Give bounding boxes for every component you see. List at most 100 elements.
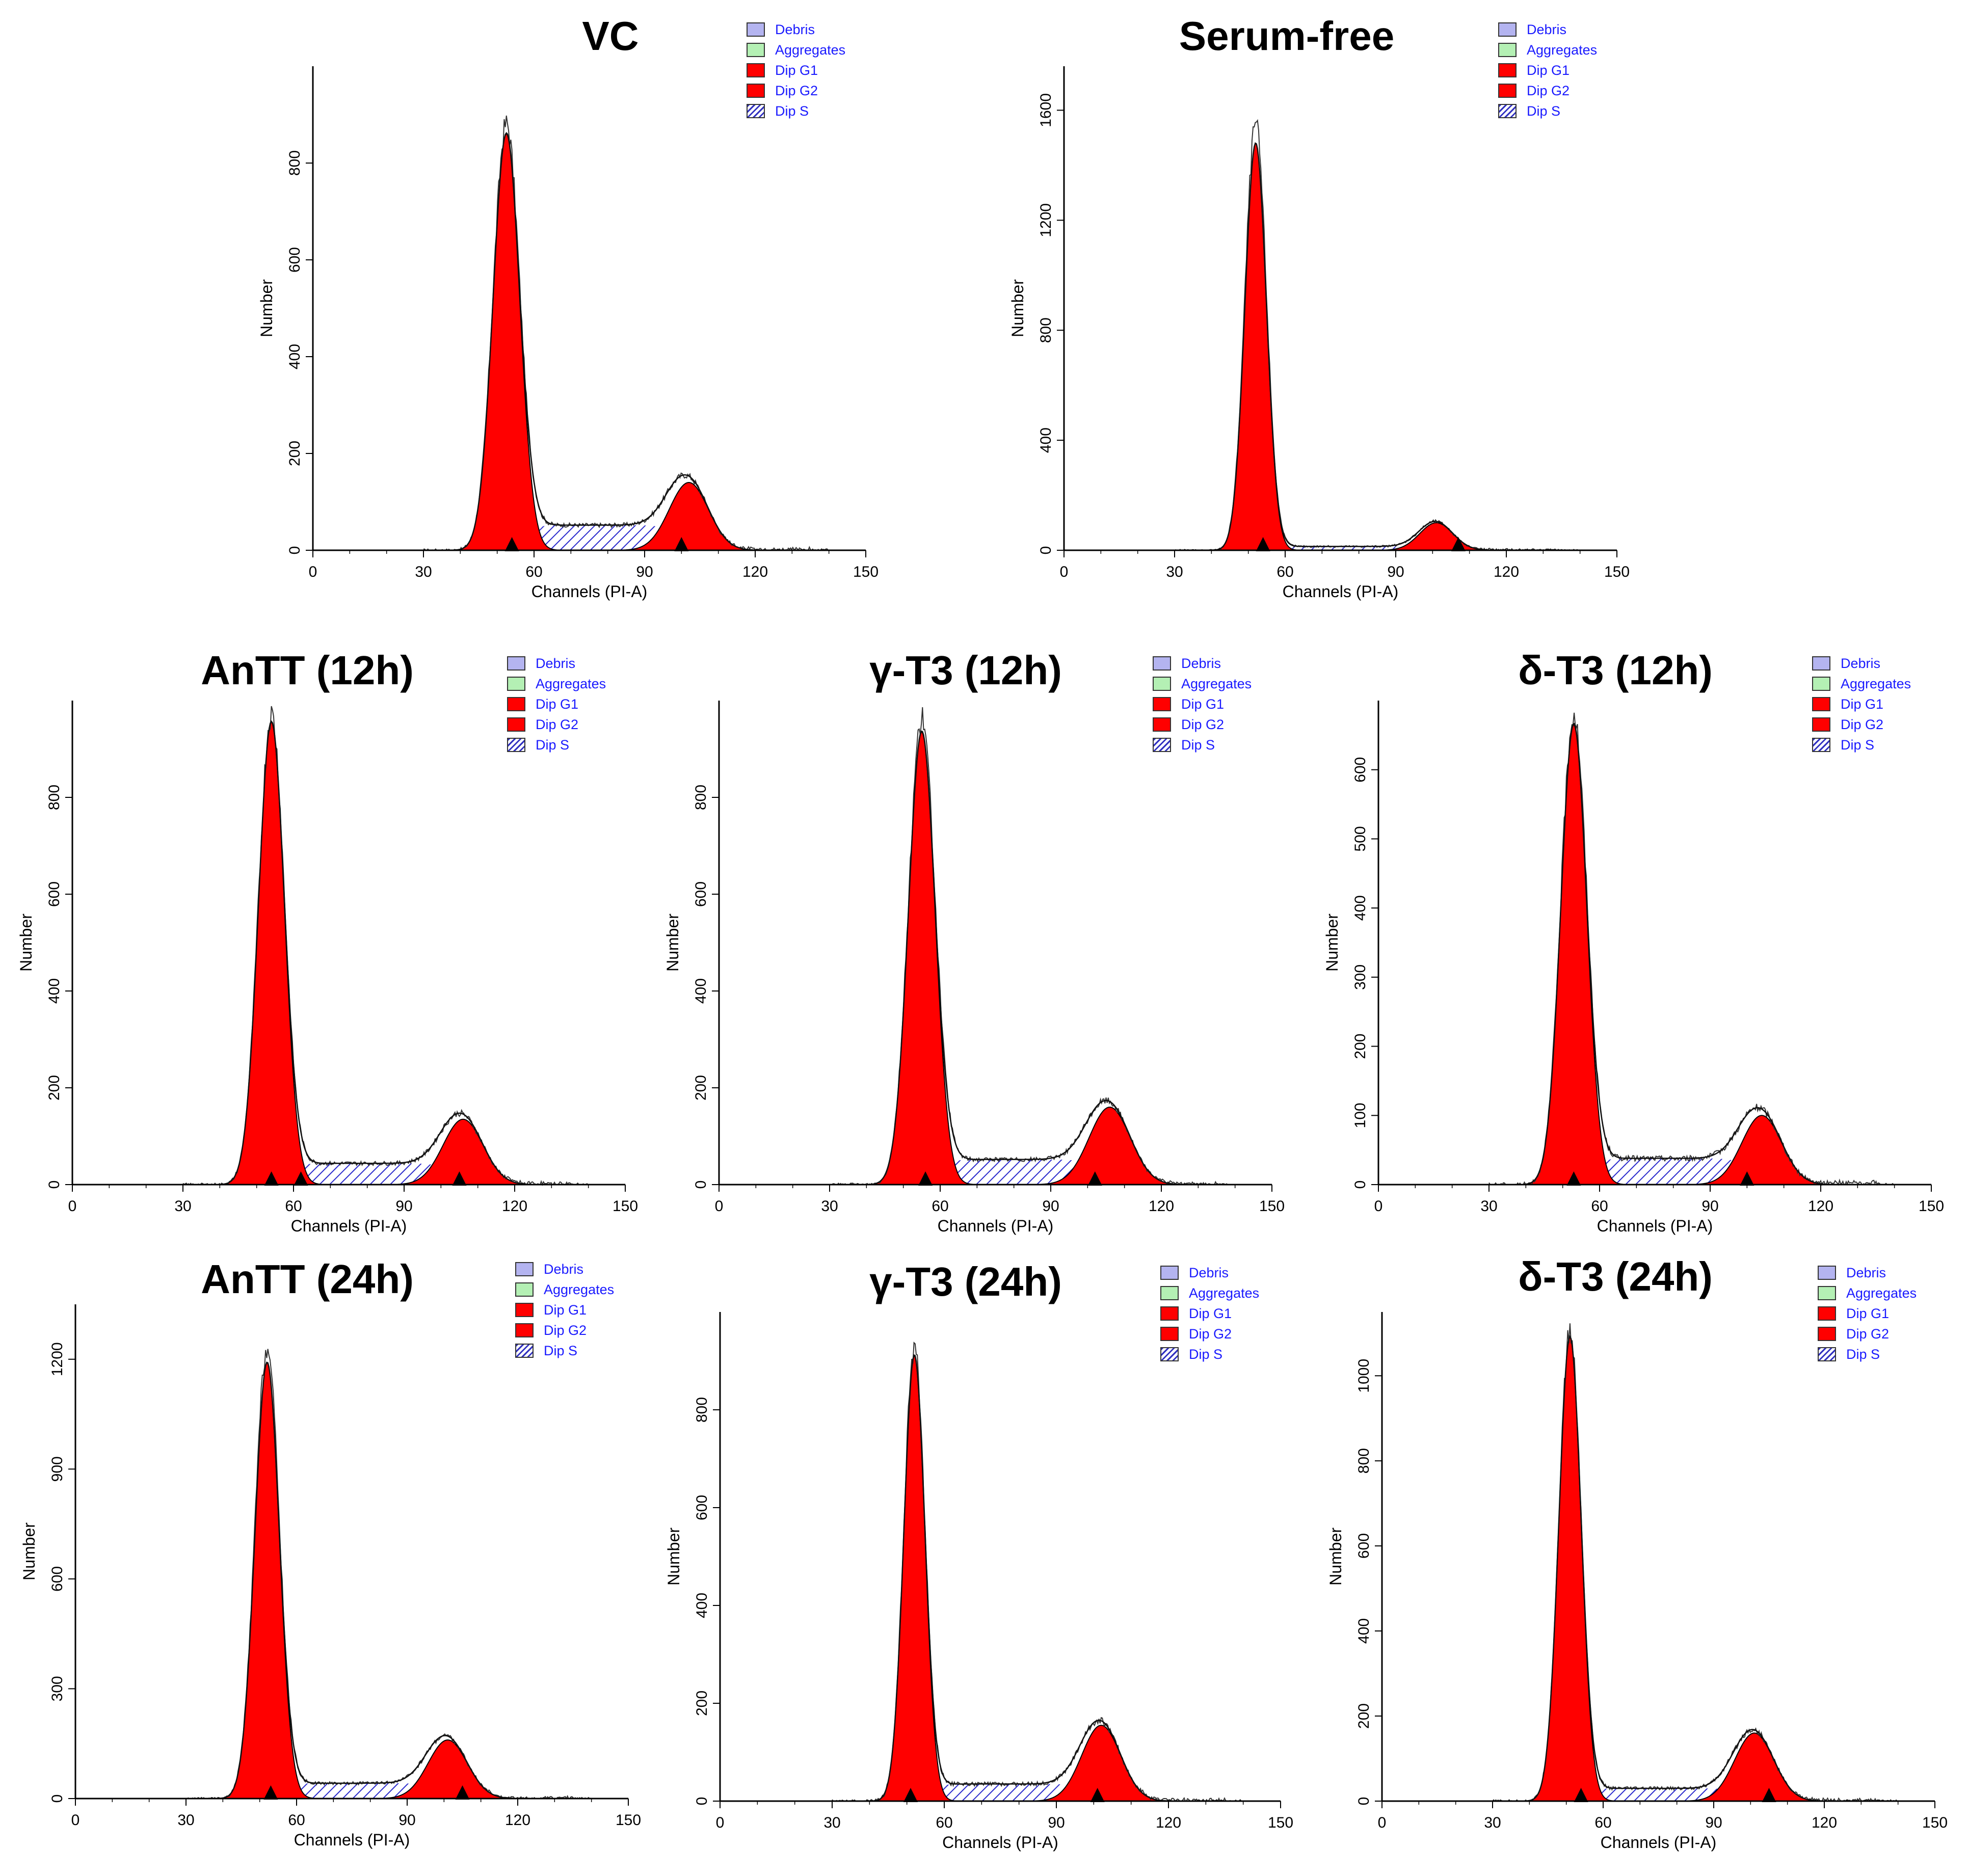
legend-label: Debris xyxy=(1189,1265,1229,1280)
panel-title: γ-T3 (24h) xyxy=(869,1259,1062,1304)
x-tick-label: 0 xyxy=(715,1198,724,1215)
legend-swatch xyxy=(1153,717,1171,732)
y-tick-label: 200 xyxy=(1352,1034,1369,1059)
x-tick-label: 150 xyxy=(1259,1198,1285,1215)
peak-marker xyxy=(674,537,689,551)
y-tick-label: 300 xyxy=(49,1676,66,1701)
legend-swatch xyxy=(1498,63,1517,77)
x-tick-label: 30 xyxy=(1166,564,1183,580)
y-axis-label: Number xyxy=(663,914,682,972)
legend-label: Dip G2 xyxy=(775,83,818,98)
legend-label: Dip S xyxy=(1527,103,1561,119)
y-tick-label: 600 xyxy=(693,881,709,907)
peak-marker xyxy=(1451,537,1466,551)
legend-label: Dip G1 xyxy=(1527,63,1570,78)
histogram-chart: 0 30 60 90 120 150 0 200 400 600 800 Channels (PI-A… xyxy=(664,1312,1293,1852)
y-axis-label: Number xyxy=(20,1522,38,1580)
legend-label: Dip G1 xyxy=(544,1302,587,1318)
y-tick-label: 200 xyxy=(1355,1703,1372,1729)
y-tick-label: 100 xyxy=(1352,1103,1369,1128)
x-tick-label: 150 xyxy=(616,1812,641,1829)
panel-title: γ-T3 (12h) xyxy=(869,648,1062,693)
x-tick-label: 0 xyxy=(68,1198,77,1215)
legend-label: Debris xyxy=(536,656,576,671)
x-tick-label: 90 xyxy=(395,1198,412,1215)
legend-swatch xyxy=(1818,1347,1836,1361)
dip-g1-area xyxy=(1520,1336,1620,1802)
peak-marker xyxy=(918,1171,933,1186)
x-tick-label: 120 xyxy=(1812,1814,1837,1831)
panel-title: AnTT (24h) xyxy=(201,1256,414,1302)
y-tick-label: 0 xyxy=(1352,1181,1369,1189)
y-tick-label: 600 xyxy=(694,1495,710,1520)
x-tick-label: 0 xyxy=(71,1812,80,1829)
x-tick-label: 120 xyxy=(742,564,768,580)
legend-label: Debris xyxy=(544,1262,584,1277)
peak-marker xyxy=(1256,537,1270,551)
legend-swatch xyxy=(1818,1286,1836,1300)
legend-label: Dip G2 xyxy=(1189,1326,1232,1342)
histogram-chart: 0 30 60 90 120 150 0 400 800 1200 1600 Channels (PI… xyxy=(1008,66,1630,601)
dip-g1-area xyxy=(1515,724,1632,1185)
legend-swatch xyxy=(507,697,525,711)
panel-title: δ-T3 (12h) xyxy=(1518,648,1713,693)
x-tick-label: 60 xyxy=(1591,1198,1608,1215)
y-tick-label: 1200 xyxy=(49,1342,66,1376)
raw-data-line xyxy=(182,706,588,1186)
dip-s-area xyxy=(921,1159,1172,1185)
legend-swatch xyxy=(515,1303,534,1317)
x-tick-label: 0 xyxy=(1060,564,1069,580)
legend-label: Dip S xyxy=(536,737,570,753)
y-tick-label: 200 xyxy=(46,1075,63,1101)
x-tick-label: 120 xyxy=(1808,1198,1833,1215)
legend-swatch xyxy=(747,63,765,77)
histogram-chart: 0 30 60 90 120 150 0 200 400 600 800 1000 Channels (… xyxy=(1326,1312,1948,1852)
legend-swatch xyxy=(747,43,765,57)
y-tick-label: 0 xyxy=(286,546,303,555)
y-tick-label: 400 xyxy=(46,978,63,1004)
x-tick-label: 0 xyxy=(716,1814,725,1831)
legend-swatch xyxy=(515,1344,534,1358)
x-axis-label: Channels (PI-A) xyxy=(1601,1833,1717,1852)
legend-swatch xyxy=(1153,677,1171,691)
y-tick-label: 400 xyxy=(1355,1618,1372,1644)
legend-label: Debris xyxy=(1841,656,1881,671)
legend-label: Dip S xyxy=(775,103,809,119)
y-tick-label: 500 xyxy=(1352,826,1369,851)
x-tick-label: 60 xyxy=(932,1198,948,1215)
y-tick-label: 600 xyxy=(49,1566,66,1592)
y-tick-label: 0 xyxy=(694,1797,710,1806)
model-fit-line xyxy=(830,730,1235,1186)
peak-marker xyxy=(1090,1788,1105,1802)
legend-label: Dip G2 xyxy=(1181,717,1225,732)
x-axis-label: Channels (PI-A) xyxy=(938,1217,1054,1235)
y-tick-label: 800 xyxy=(286,150,303,176)
legend-swatch xyxy=(507,717,525,732)
legend-swatch xyxy=(1812,677,1830,691)
legend-label: Dip S xyxy=(1181,737,1215,753)
legend-label: Dip G1 xyxy=(1846,1306,1890,1321)
y-tick-label: 900 xyxy=(49,1456,66,1482)
panel-title: AnTT (12h) xyxy=(201,648,414,693)
legend-label: Dip S xyxy=(544,1343,578,1358)
x-axis-label: Channels (PI-A) xyxy=(1283,582,1399,601)
y-tick-label: 800 xyxy=(46,785,63,810)
y-tick-label: 400 xyxy=(693,978,709,1004)
legend-swatch xyxy=(1153,656,1171,671)
legend-label: Aggregates xyxy=(1181,676,1252,691)
legend-swatch xyxy=(1498,104,1517,118)
peak-marker xyxy=(1762,1788,1776,1802)
x-tick-label: 0 xyxy=(1378,1814,1387,1831)
x-tick-label: 60 xyxy=(1276,564,1293,580)
x-tick-label: 90 xyxy=(1701,1198,1718,1215)
x-tick-label: 0 xyxy=(309,564,317,580)
y-tick-label: 0 xyxy=(1038,546,1054,555)
histogram-chart: 0 30 60 90 120 150 0 200 400 600 800 Channels (PI-A… xyxy=(257,66,879,601)
model-fit-line xyxy=(183,720,588,1186)
dip-g1-area xyxy=(211,1362,322,1799)
legend-label: Dip G2 xyxy=(1846,1326,1890,1342)
y-axis-label: Number xyxy=(1326,1527,1345,1586)
legend-label: Dip G1 xyxy=(1189,1306,1232,1321)
legend-swatch xyxy=(1160,1327,1179,1341)
y-tick-label: 0 xyxy=(693,1181,709,1189)
